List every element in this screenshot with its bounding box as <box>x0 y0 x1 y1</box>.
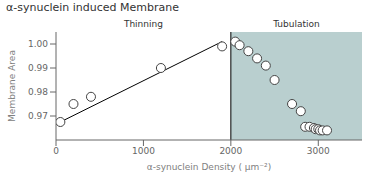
svg-text:1000: 1000 <box>132 146 155 156</box>
svg-text:1.00: 1.00 <box>28 39 48 49</box>
svg-text:0.99: 0.99 <box>28 63 48 73</box>
svg-text:Membrane Area: Membrane Area <box>8 50 17 122</box>
svg-text:0.97: 0.97 <box>28 111 48 121</box>
svg-text:3000: 3000 <box>307 146 330 156</box>
svg-text:0.98: 0.98 <box>28 87 48 97</box>
svg-text:0: 0 <box>53 146 59 156</box>
svg-text:2000: 2000 <box>219 146 242 156</box>
svg-text:Tubulation: Tubulation <box>272 19 320 29</box>
svg-text:α-synuclein Density ( μm⁻²): α-synuclein Density ( μm⁻²) <box>147 162 271 172</box>
html-text:α-synuclein induced Membrane: α-synuclein induced Membrane <box>6 1 179 14</box>
svg-text:Thinning: Thinning <box>123 19 163 29</box>
